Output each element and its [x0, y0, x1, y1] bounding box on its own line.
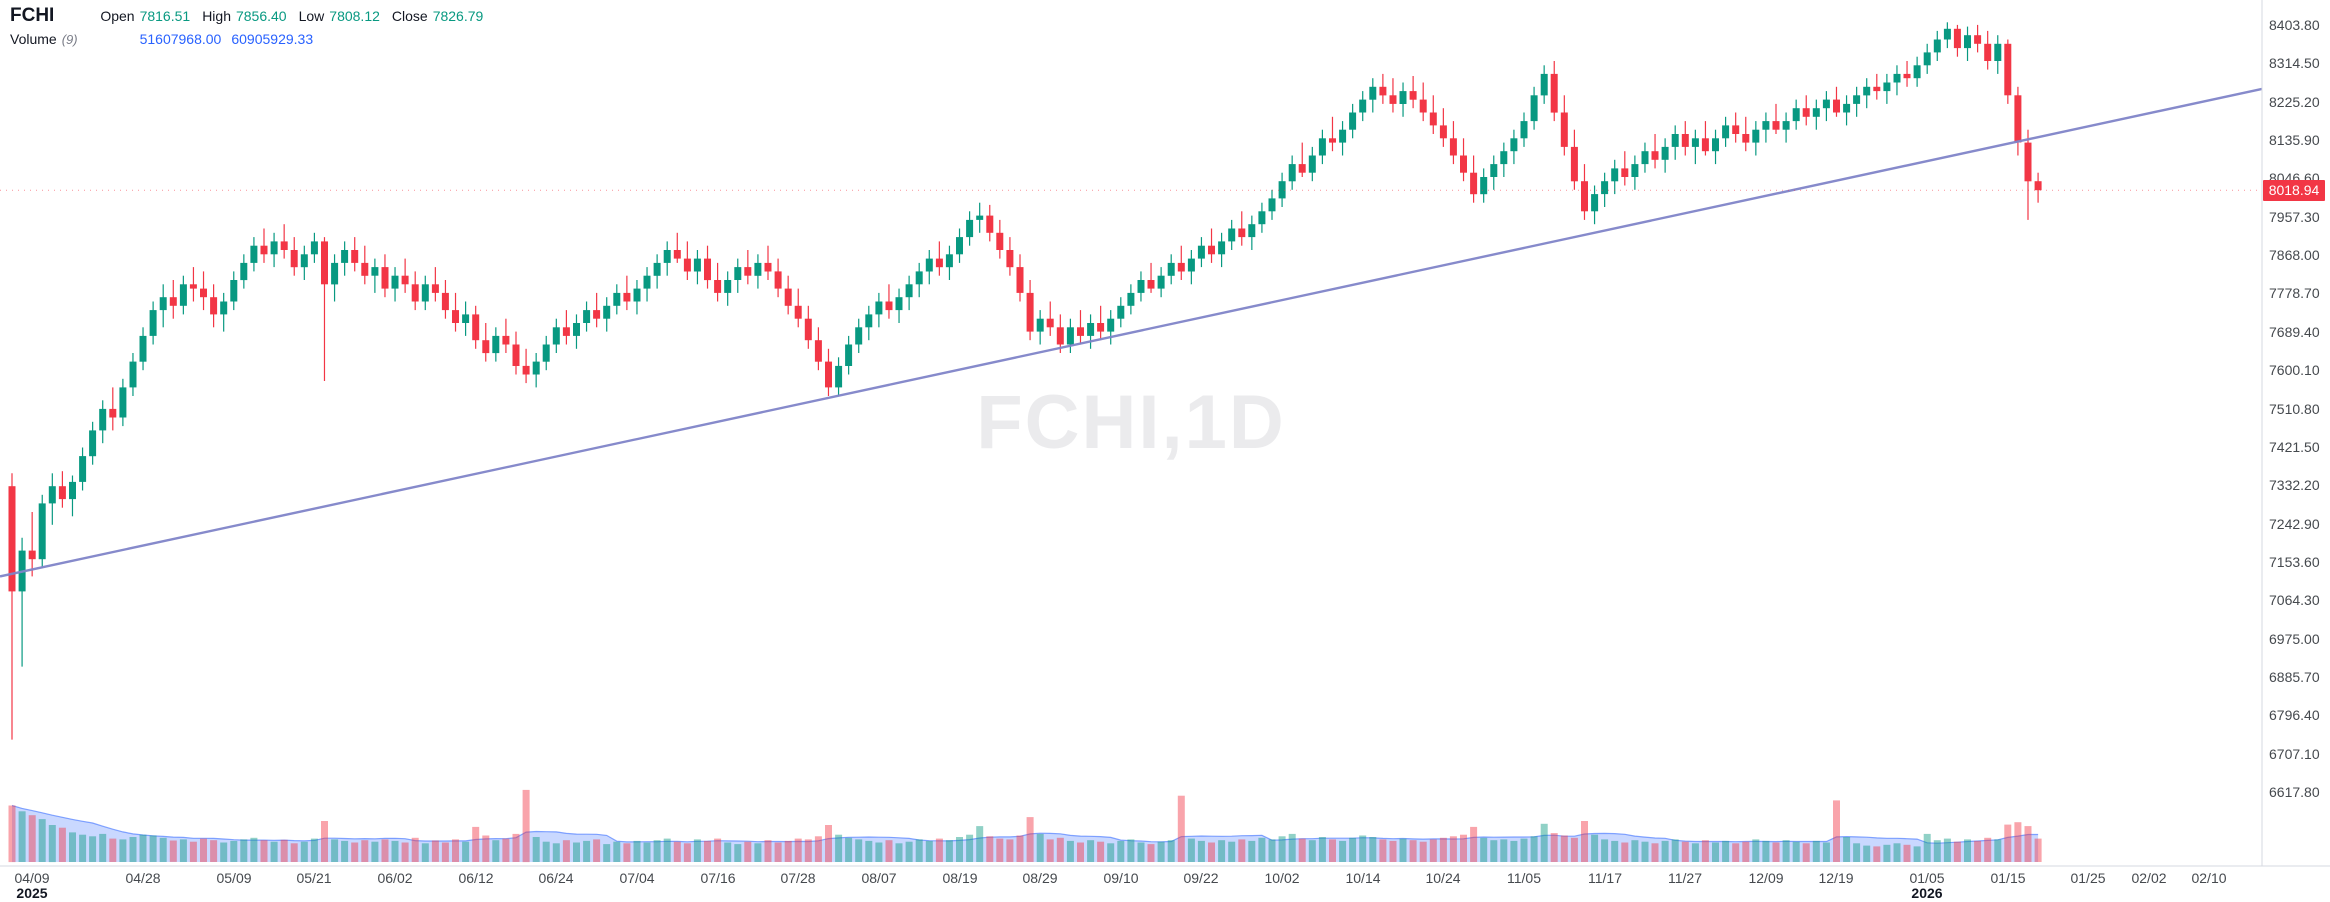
price-axis-label: 7242.90 — [2269, 516, 2320, 532]
time-axis-label: 11/05 — [1507, 870, 1541, 886]
time-axis-label: 06/02 — [377, 870, 413, 886]
time-axis-label: 11/27 — [1668, 870, 1702, 886]
time-axis-label: 06/24 — [538, 870, 574, 886]
time-axis-label: 04/09 2025 — [14, 870, 50, 901]
time-axis-label: 09/22 — [1183, 870, 1219, 886]
time-axis-label: 10/14 — [1345, 870, 1381, 886]
volume-legend[interactable]: Volume (9) 51607968.00 60905929.33 — [10, 31, 313, 47]
time-axis-label: 07/28 — [780, 870, 816, 886]
time-axis-label: 08/07 — [861, 870, 897, 886]
price-axis-label: 8314.50 — [2269, 55, 2320, 71]
time-axis-label: 01/25 — [2070, 870, 2106, 886]
price-axis-label: 7689.40 — [2269, 324, 2320, 340]
price-axis-label: 8403.80 — [2269, 17, 2320, 33]
open-label: Open — [100, 8, 135, 24]
time-axis-label: 12/09 — [1748, 870, 1784, 886]
time-axis-label: 12/19 — [1818, 870, 1854, 886]
watermark: FCHI,1D — [976, 380, 1286, 465]
time-axis-label: 02/02 — [2131, 870, 2167, 886]
time-axis-label: 05/21 — [296, 870, 332, 886]
price-axis-label: 6975.00 — [2269, 631, 2320, 647]
price-axis-label: 7064.30 — [2269, 592, 2320, 608]
price-axis-label: 8225.20 — [2269, 94, 2320, 110]
price-axis-label: 6885.70 — [2269, 669, 2320, 685]
price-axis-label: 7600.10 — [2269, 362, 2320, 378]
time-axis-label: 08/29 — [1022, 870, 1058, 886]
candle-bodies — [8, 28, 2042, 592]
volume-indicator-params: (9) — [61, 32, 78, 47]
close-label: Close — [391, 8, 428, 24]
axis-separators — [0, 0, 2330, 867]
time-axis-label: 10/24 — [1425, 870, 1461, 886]
price-axis-label: 6796.40 — [2269, 707, 2320, 723]
price-axis-label: 7868.00 — [2269, 247, 2320, 263]
trendline[interactable] — [0, 87, 2263, 578]
symbol-title[interactable]: FCHI — [10, 5, 55, 26]
volume-bars — [8, 789, 2042, 863]
price-axis-label: 7332.20 — [2269, 477, 2320, 493]
time-axis-label: 06/12 — [458, 870, 494, 886]
volume-value: 51607968.00 — [139, 31, 222, 47]
last-price-tag: 8018.94 — [2263, 180, 2325, 201]
price-axis-label: 7421.50 — [2269, 439, 2320, 455]
volume-ma-value: 60905929.33 — [231, 31, 314, 47]
high-value: 7856.40 — [235, 8, 287, 24]
price-axis-label: 7153.60 — [2269, 554, 2320, 570]
symbol-legend[interactable]: FCHI Open 7816.51 High 7856.40 Low 7808.… — [10, 5, 495, 27]
price-axis-label: 7510.80 — [2269, 401, 2320, 417]
price-axis-label: 8135.90 — [2269, 132, 2320, 148]
time-axis-label: 05/09 — [216, 870, 252, 886]
volume-ma-area — [11, 804, 2039, 862]
time-axis-label: 01/15 — [1990, 870, 2026, 886]
price-axis-label: 7778.70 — [2269, 285, 2320, 301]
time-axis-label: 04/28 — [125, 870, 161, 886]
volume-indicator-label[interactable]: Volume — [10, 31, 57, 47]
time-axis-label: 07/16 — [700, 870, 736, 886]
time-axis-label: 10/02 — [1264, 870, 1300, 886]
time-axis-label: 07/04 — [619, 870, 655, 886]
close-value: 7826.79 — [432, 8, 484, 24]
price-axis-label: 6707.10 — [2269, 746, 2320, 762]
time-axis-label: 09/10 — [1103, 870, 1139, 886]
time-axis-label: 02/10 — [2191, 870, 2227, 886]
time-axis-label: 08/19 — [942, 870, 978, 886]
price-axis-label: 6617.80 — [2269, 784, 2320, 800]
price-axis-label: 7957.30 — [2269, 209, 2320, 225]
time-axis-label: 01/05 2026 — [1909, 870, 1945, 901]
price-axis[interactable]: 8403.80 8314.50 8225.20 8135.90 8046.60 7957.… — [2263, 0, 2330, 866]
low-label: Low — [298, 8, 325, 24]
time-axis[interactable]: 04/09 2025 04/28 05/09 05/21 06/02 06/12 06/24 0… — [0, 867, 2330, 902]
low-value: 7808.12 — [329, 8, 380, 24]
high-label: High — [202, 8, 231, 24]
open-value: 7816.51 — [139, 8, 191, 24]
time-axis-label: 11/17 — [1588, 870, 1622, 886]
